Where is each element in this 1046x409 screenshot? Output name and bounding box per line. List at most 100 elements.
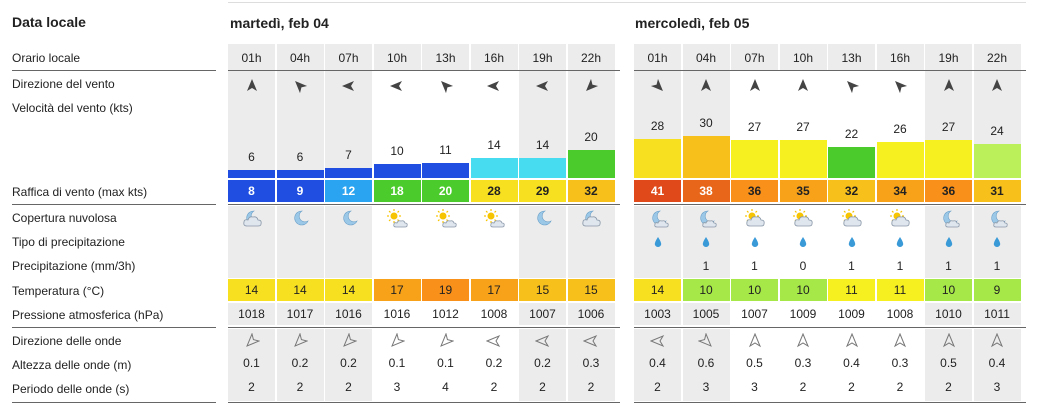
gust-cell: 36 (925, 180, 972, 202)
gust-text: 29 (535, 184, 550, 198)
wave-height-text: 0.3 (582, 356, 600, 370)
pressure-text: 1016 (335, 307, 362, 321)
gust-text: 28 (487, 184, 501, 198)
row-label-precip: Precipitazione (mm/3h) (12, 259, 136, 273)
wind-speed-value: 27 (780, 118, 827, 134)
hour-label: 13h (435, 51, 456, 65)
wind-speed-text: 11 (439, 143, 452, 157)
precip-text: 1 (702, 259, 710, 273)
wave-period-cell: 2 (925, 380, 972, 396)
raindrop-icon (702, 237, 710, 247)
wave-height-cell: 0.1 (422, 356, 469, 372)
pressure-cell: 1010 (925, 303, 972, 325)
wave-height-text: 0.2 (485, 356, 503, 370)
raindrop-icon (848, 237, 855, 247)
pressure-cell: 1008 (470, 303, 518, 325)
wave-rows-background (731, 329, 778, 401)
wind-speed-text: 24 (990, 124, 1004, 138)
wave-period-cell: 2 (877, 380, 924, 396)
temperature-cell: 15 (567, 279, 615, 301)
wave-height-text: 0.3 (891, 356, 909, 370)
wave-direction-arrow-icon (845, 333, 858, 348)
wave-height-text: 0.5 (746, 356, 763, 370)
wind-direction-arrow-icon (650, 78, 663, 91)
pressure-text: 1008 (886, 307, 914, 321)
gust-cell: 35 (779, 180, 827, 202)
hour-label: 16h (889, 51, 911, 65)
pressure-cell: 1012 (422, 303, 469, 325)
wave-height-text: 0.2 (340, 356, 357, 370)
wave-direction-arrow-icon (649, 334, 664, 348)
wave-period-cell: 3 (683, 380, 730, 396)
temperature-text: 15 (584, 283, 598, 297)
gust-cell: 20 (422, 180, 469, 202)
weather-rows-background (470, 206, 518, 278)
wave-height-text: 0.1 (243, 356, 260, 370)
wind-speed-value: 24 (974, 122, 1021, 138)
wind-direction-arrow-icon (246, 79, 257, 91)
temperature-cell: 14 (276, 279, 324, 301)
row-label-cloud-cover: Copertura nuvolosa (12, 211, 117, 225)
wind-direction-arrow-icon (798, 79, 808, 91)
hour-label: 22h (986, 51, 1008, 65)
temperature-text: 14 (341, 283, 356, 297)
precip-cell (325, 259, 372, 275)
temperature-cell: 10 (925, 279, 972, 301)
wind-speed-bar (828, 147, 875, 178)
precip-cell (277, 259, 324, 275)
precip-cell (634, 259, 681, 275)
column-background (228, 71, 275, 178)
hour-cell: 19h (925, 44, 972, 70)
wave-period-cell: 2 (325, 380, 372, 396)
gust-text: 18 (390, 184, 404, 198)
grid-separator-line (12, 327, 216, 328)
wave-rows-background (567, 329, 615, 401)
wind-speed-value: 11 (422, 141, 469, 157)
wave-height-cell: 0.5 (731, 356, 778, 372)
wind-speed-bar (276, 170, 324, 178)
wave-height-text: 0.2 (291, 356, 309, 370)
wind-speed-text: 20 (584, 130, 598, 144)
wave-period-text: 2 (296, 380, 304, 394)
hour-label: 01h (647, 51, 668, 65)
wind-direction-arrow-icon (535, 81, 548, 91)
temperature-cell: 14 (325, 279, 372, 301)
hour-cell: 13h (828, 44, 875, 70)
pressure-text: 1007 (741, 307, 768, 321)
wind-direction-arrow-icon (701, 79, 711, 91)
wind-speed-value: 6 (228, 148, 275, 164)
wave-rows-background (634, 329, 681, 401)
wind-speed-text: 30 (699, 116, 713, 130)
wave-period-text: 3 (993, 380, 1001, 394)
night-icon (536, 210, 552, 226)
wave-period-text: 2 (587, 380, 595, 394)
wave-height-text: 0.1 (437, 356, 454, 370)
wave-period-text: 2 (539, 380, 546, 394)
wave-direction-arrow-icon (893, 333, 907, 348)
hour-label: 10h (386, 51, 408, 65)
row-label-temperature: Temperatura (°C) (12, 284, 105, 298)
row-label-pressure: Pressione atmosferica (hPa) (12, 308, 164, 322)
gust-text: 38 (699, 184, 713, 198)
wind-direction-arrow-icon (749, 79, 760, 91)
precip-cell: 1 (877, 259, 924, 275)
wave-rows-background (828, 329, 875, 401)
temperature-cell: 14 (634, 279, 681, 301)
gust-text: 36 (941, 184, 956, 198)
sun-cloud-rain-icon (793, 209, 813, 227)
temperature-text: 14 (293, 283, 307, 297)
wave-period-cell: 2 (828, 380, 875, 396)
wind-speed-bar (325, 168, 372, 178)
grid-separator-line (228, 402, 620, 403)
raindrop-icon (945, 237, 952, 247)
wind-speed-value: 27 (731, 118, 778, 134)
wind-speed-value: 28 (634, 117, 681, 133)
gust-text: 32 (584, 184, 598, 198)
pressure-cell: 1007 (519, 303, 566, 325)
sun-cloud-icon (387, 209, 408, 228)
pressure-cell: 1018 (228, 303, 275, 325)
gust-cell: 12 (325, 180, 372, 202)
wind-speed-bar (925, 140, 972, 178)
temperature-text: 10 (747, 283, 762, 297)
wave-period-text: 2 (248, 380, 255, 394)
